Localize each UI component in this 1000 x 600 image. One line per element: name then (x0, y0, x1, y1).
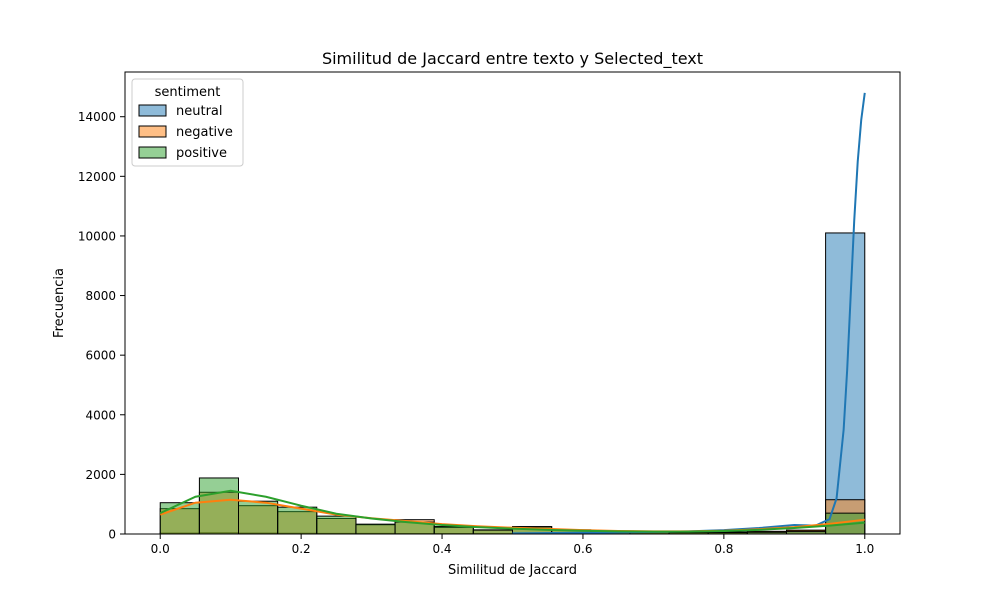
x-tick-label: 0.0 (151, 542, 170, 556)
bar-positive (472, 529, 513, 535)
bar-positive (316, 515, 357, 535)
bar-positive (238, 500, 279, 535)
x-tick-label: 0.2 (292, 542, 311, 556)
y-tick-label: 6000 (85, 349, 116, 363)
x-axis: 0.0 0.2 0.4 0.6 0.8 1.0 (151, 534, 874, 556)
y-tick-label: 12000 (78, 170, 116, 184)
plot-area (124, 71, 901, 535)
kde-line-positive (159, 489, 865, 533)
x-tick-label: 1.0 (855, 542, 874, 556)
legend-title: sentiment (155, 85, 221, 100)
legend-swatch-neutral (138, 104, 167, 117)
kde-line-neutral (512, 92, 866, 535)
y-tick-label: 0 (108, 528, 116, 542)
bars-layer (159, 232, 866, 535)
y-tick-label: 2000 (85, 468, 116, 482)
x-tick-label: 0.8 (714, 542, 733, 556)
legend: sentiment neutral negative positive (131, 78, 244, 167)
y-axis: 0 2000 4000 6000 8000 10000 12000 14000 (78, 110, 125, 542)
x-tick-label: 0.6 (573, 542, 592, 556)
y-axis-label: Frecuencia (52, 268, 67, 338)
x-axis-label: Similitud de Jaccard (448, 563, 577, 578)
legend-swatch-negative (138, 125, 167, 138)
legend-label-positive: positive (176, 146, 227, 161)
chart-title: Similitud de Jaccard entre texto y Selec… (322, 49, 703, 69)
y-tick-label: 10000 (78, 229, 116, 243)
legend-swatch-positive (138, 146, 167, 159)
x-tick-label: 0.4 (432, 542, 451, 556)
y-tick-label: 4000 (85, 408, 116, 422)
bar-positive (433, 526, 474, 535)
legend-box (131, 78, 244, 167)
axes-frame (124, 71, 901, 535)
legend-label-neutral: neutral (176, 104, 223, 119)
y-tick-label: 8000 (85, 289, 116, 303)
legend-items: neutral negative positive (138, 104, 233, 161)
bar-positive (355, 523, 396, 535)
bar-neutral (825, 232, 866, 535)
kde-layer (159, 92, 866, 535)
bar-positive (277, 506, 318, 535)
y-tick-label: 14000 (78, 110, 116, 124)
legend-label-negative: negative (176, 125, 233, 140)
bar-positive (198, 477, 239, 535)
